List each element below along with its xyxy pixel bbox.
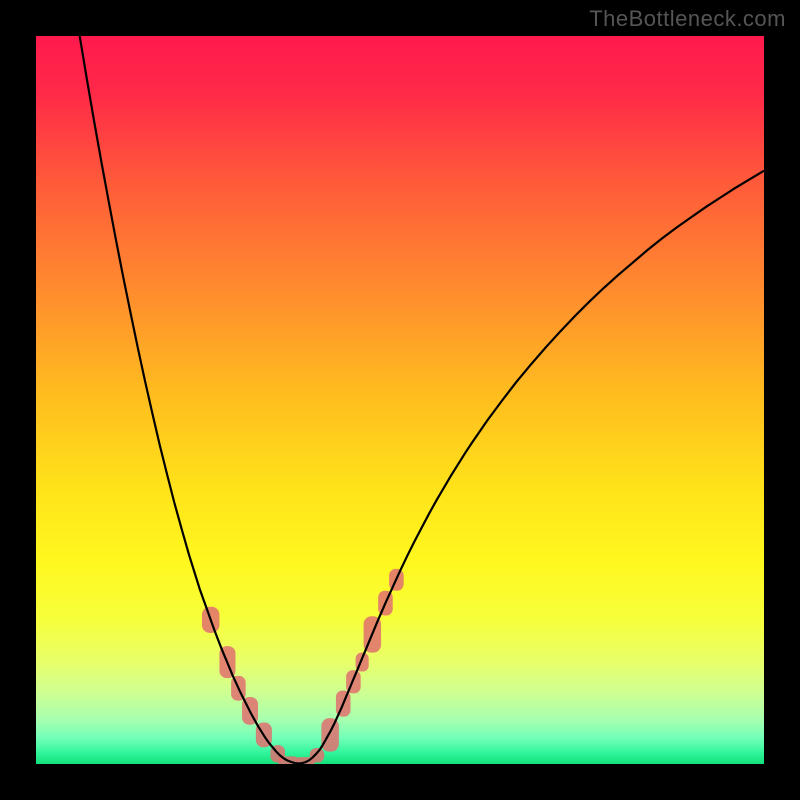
plot-frame [36,36,764,764]
curve-marker [310,748,325,763]
curve-marker [321,718,338,751]
v-curve [80,36,764,763]
watermark-text: TheBottleneck.com [589,6,786,32]
markers-group [202,569,404,764]
curve-layer [36,36,764,764]
plot-area [36,36,764,764]
